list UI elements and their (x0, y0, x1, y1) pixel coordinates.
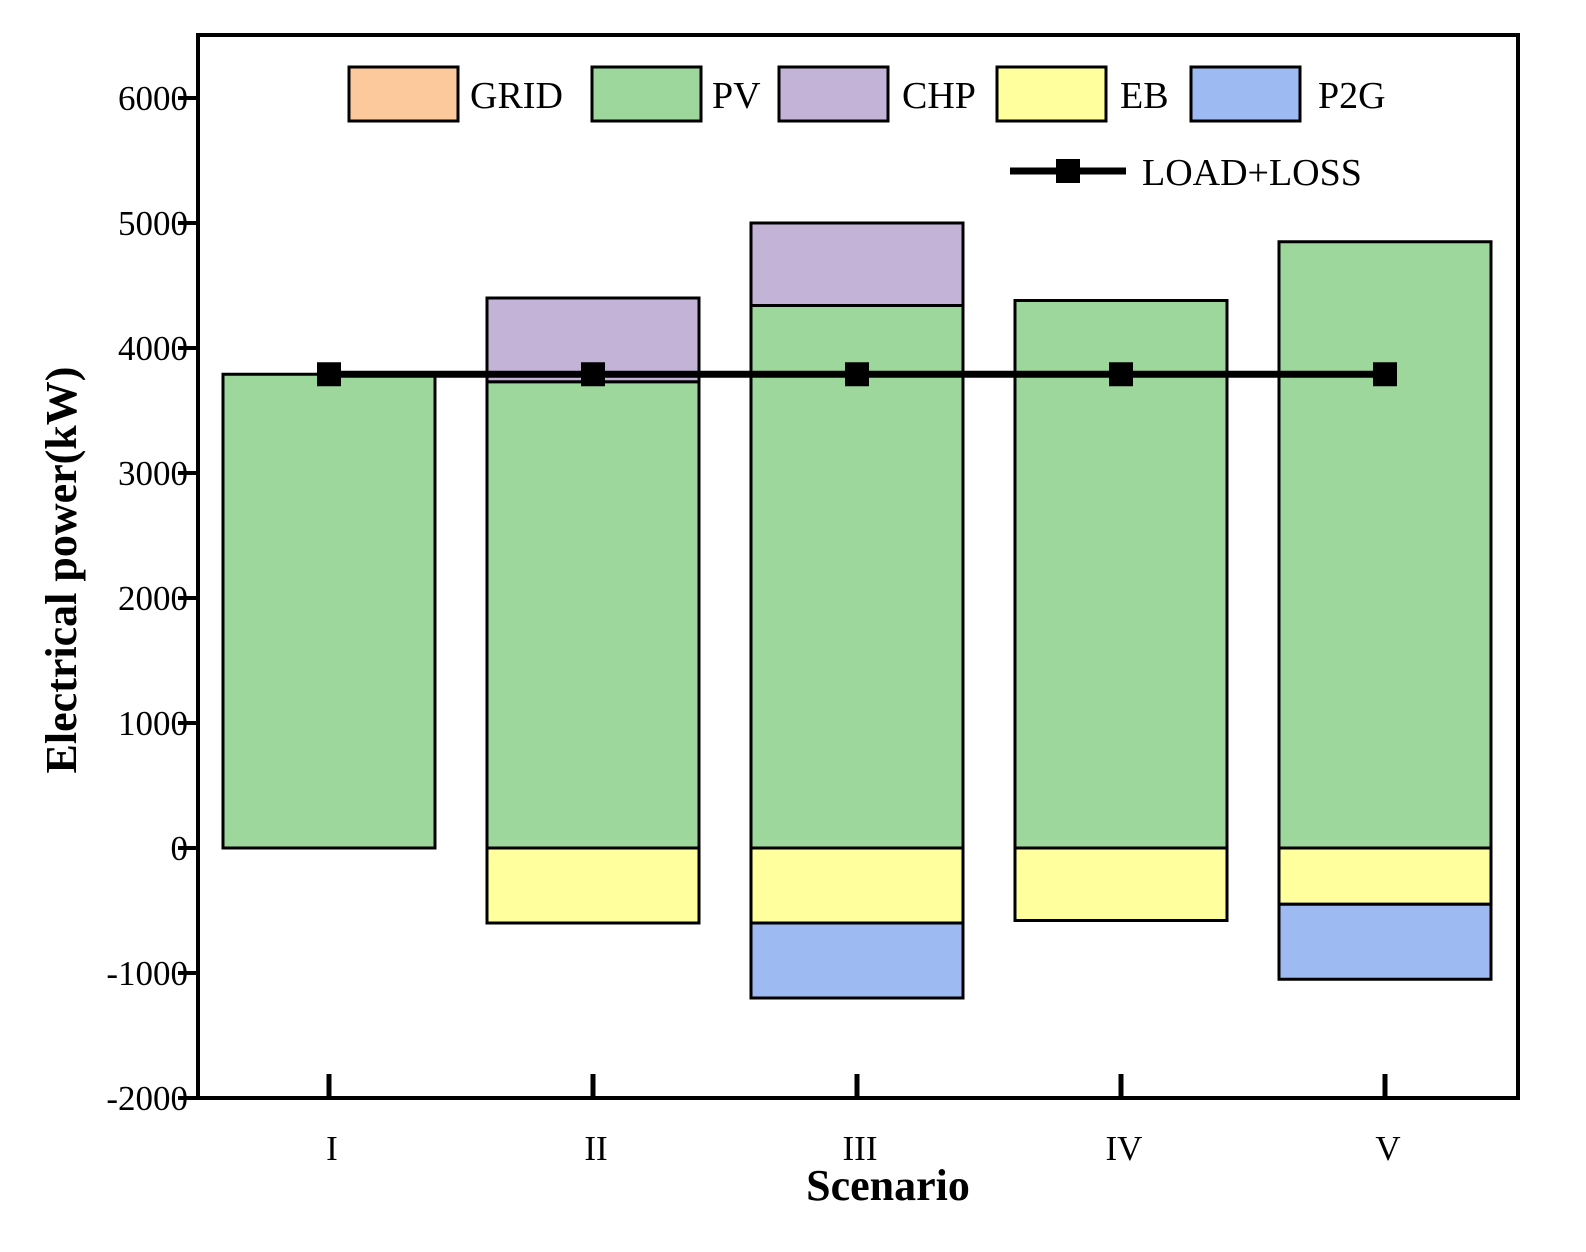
y-tick-label: 6000 (118, 79, 188, 118)
legend-swatch-chp (777, 65, 890, 123)
bar-p2g-v (1277, 902, 1493, 981)
plot-frame (196, 33, 1520, 1100)
line-point-load-loss (1373, 362, 1397, 387)
line-series-group (317, 362, 1397, 387)
x-tick-label: V (1375, 1129, 1400, 1168)
line-point-load-loss (845, 362, 869, 387)
y-axis-title: Electrical power(kW) (37, 367, 86, 774)
legend-label-load-loss: LOAD+LOSS (1142, 152, 1362, 194)
legend-label-grid: GRID (470, 75, 563, 117)
line-point-load-loss (317, 362, 341, 387)
bar-eb-iv (1013, 846, 1229, 922)
bar-p2g-iii (749, 921, 965, 1000)
bar-chp-iii (749, 221, 965, 307)
x-tick-label: I (326, 1129, 338, 1168)
legend-label-p2g: P2G (1318, 75, 1386, 117)
y-tick-label: -2000 (106, 1079, 188, 1118)
line-point-load-loss (1109, 362, 1133, 387)
bar-series-group (221, 221, 1493, 1000)
legend-swatch-grid (347, 65, 460, 123)
bar-pv-iii (749, 304, 965, 850)
legend-marker-load-loss (1056, 159, 1080, 183)
y-tick-label: 4000 (118, 329, 188, 368)
legend-label-chp: CHP (902, 75, 976, 117)
legend: GRID PV CHP EB P2G LOAD+LOSS (347, 65, 1386, 194)
y-tick-label: 3000 (118, 454, 188, 493)
y-tick-label: 1000 (118, 704, 188, 743)
legend-swatch-eb (995, 65, 1108, 123)
x-axis-title: Scenario (806, 1161, 970, 1210)
legend-swatch-p2g (1189, 65, 1302, 123)
bar-eb-ii (485, 846, 701, 925)
line-point-load-loss (581, 362, 605, 387)
x-tick-label: IV (1106, 1129, 1143, 1168)
legend-label-pv: PV (712, 75, 761, 117)
bar-eb-iii (749, 846, 965, 925)
legend-swatch-pv (590, 65, 703, 123)
y-tick-label: 2000 (118, 579, 188, 618)
bar-pv-ii (485, 380, 701, 850)
bar-eb-v (1277, 846, 1493, 906)
y-tick-label: 5000 (118, 204, 188, 243)
x-tick-label: III (843, 1129, 878, 1168)
x-tick-label: II (584, 1129, 607, 1168)
legend-label-eb: EB (1120, 75, 1169, 117)
bar-pv-i (221, 372, 437, 850)
y-tick-label: 0 (171, 829, 189, 868)
bar-pv-iv (1013, 299, 1229, 850)
y-tick-label: -1000 (106, 954, 188, 993)
bar-pv-v (1277, 240, 1493, 850)
